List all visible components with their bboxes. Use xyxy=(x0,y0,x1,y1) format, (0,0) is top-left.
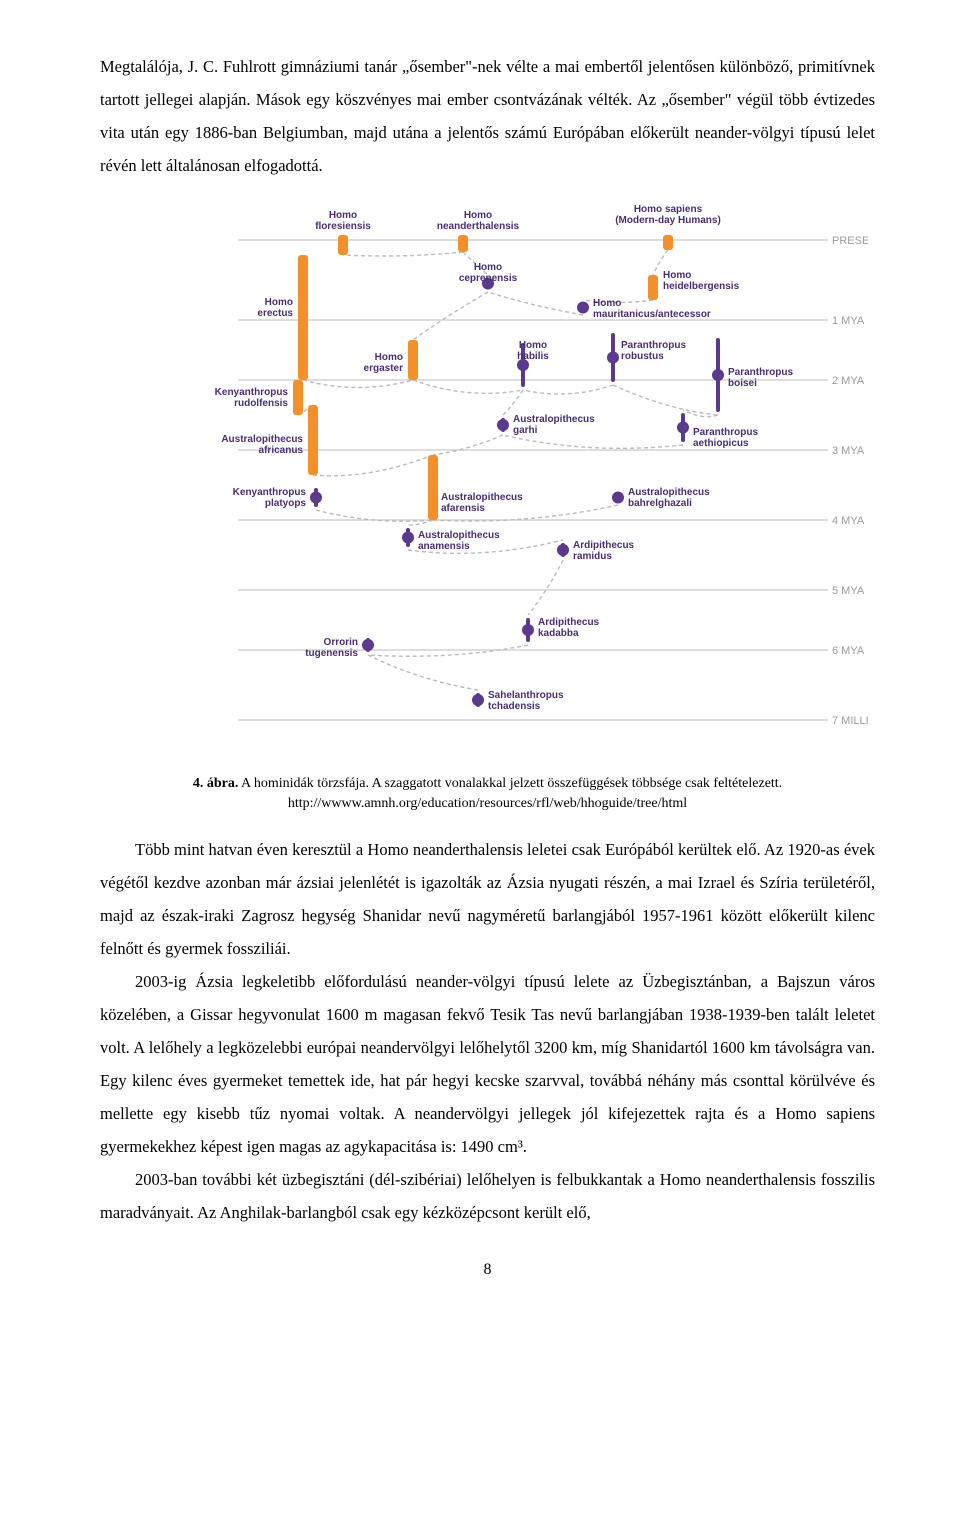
svg-text:Australopithecus: Australopithecus xyxy=(418,530,500,541)
page-number: 8 xyxy=(100,1261,875,1279)
svg-text:3 MYA: 3 MYA xyxy=(832,445,865,457)
phylogeny-chart: PRESENT 1 MYA 2 MYA 3 MYA 4 MYA 5 MYA 6 MYA 7 M… xyxy=(108,200,868,760)
figure-4-caption: 4. ábra. A hominidák törzsfája. A szagga… xyxy=(148,774,828,815)
svg-text:Paranthropus: Paranthropus xyxy=(621,340,686,351)
svg-text:(Modern-day Humans): (Modern-day Humans) xyxy=(615,215,721,226)
svg-text:africanus: africanus xyxy=(258,445,303,456)
svg-text:kadabba: kadabba xyxy=(538,628,579,639)
svg-text:Paranthropus: Paranthropus xyxy=(728,367,793,378)
svg-text:ergaster: ergaster xyxy=(363,363,403,374)
paragraph-2c: 2003-ban további két üzbegisztáni (dél-s… xyxy=(100,1163,875,1229)
svg-text:ramidus: ramidus xyxy=(573,551,612,562)
svg-text:Australopithecus: Australopithecus xyxy=(441,492,523,503)
svg-text:Homo: Homo xyxy=(593,298,621,309)
svg-text:Ardipithecus: Ardipithecus xyxy=(538,617,600,628)
svg-text:boisei: boisei xyxy=(728,378,757,389)
svg-text:Homo: Homo xyxy=(473,262,501,273)
svg-text:neanderthalensis: neanderthalensis xyxy=(436,221,519,232)
svg-text:floresiensis: floresiensis xyxy=(315,221,371,232)
svg-text:2 MYA: 2 MYA xyxy=(832,375,865,387)
svg-text:rudolfensis: rudolfensis xyxy=(234,398,288,409)
svg-text:heidelbergensis: heidelbergensis xyxy=(663,281,740,292)
svg-text:4 MYA: 4 MYA xyxy=(832,515,865,527)
svg-text:PRESENT: PRESENT xyxy=(832,235,868,247)
svg-text:Ardipithecus: Ardipithecus xyxy=(573,540,635,551)
caption-bold: 4. ábra. xyxy=(193,776,239,791)
svg-text:habilis: habilis xyxy=(517,351,549,362)
svg-text:aethiopicus: aethiopicus xyxy=(693,438,749,449)
svg-text:1 MYA: 1 MYA xyxy=(832,315,865,327)
paragraph-1: Megtalálója, J. C. Fuhlrott gimnáziumi t… xyxy=(100,50,875,182)
svg-text:tugenensis: tugenensis xyxy=(305,648,358,659)
svg-text:mauritanicus/antecessor: mauritanicus/antecessor xyxy=(593,309,711,320)
svg-text:Homo: Homo xyxy=(328,210,356,221)
svg-text:Australopithecus: Australopithecus xyxy=(221,434,303,445)
svg-text:robustus: robustus xyxy=(621,351,664,362)
caption-text: A hominidák törzsfája. A szaggatott vona… xyxy=(238,776,782,811)
paragraph-2b: 2003-ig Ázsia legkeletibb előfordulású n… xyxy=(100,965,875,1163)
svg-text:Australopithecus: Australopithecus xyxy=(513,414,595,425)
svg-text:Homo: Homo xyxy=(264,297,292,308)
svg-text:Australopithecus: Australopithecus xyxy=(628,487,710,498)
svg-text:garhi: garhi xyxy=(513,425,538,436)
svg-text:Orrorin: Orrorin xyxy=(323,637,357,648)
svg-text:Sahelanthropus: Sahelanthropus xyxy=(488,690,564,701)
svg-text:Homo: Homo xyxy=(663,270,691,281)
svg-text:bahrelghazali: bahrelghazali xyxy=(628,498,692,509)
svg-text:Homo: Homo xyxy=(374,352,402,363)
svg-text:Homo sapiens: Homo sapiens xyxy=(633,204,702,215)
svg-text:tchadensis: tchadensis xyxy=(488,701,541,712)
svg-text:Kenyanthropus: Kenyanthropus xyxy=(232,487,306,498)
svg-text:5 MYA: 5 MYA xyxy=(832,585,865,597)
svg-text:Paranthropus: Paranthropus xyxy=(693,427,758,438)
svg-text:afarensis: afarensis xyxy=(441,503,485,514)
svg-text:ceprenensis: ceprenensis xyxy=(458,273,517,284)
svg-text:7 MILLION YEARS AGO (MYA): 7 MILLION YEARS AGO (MYA) xyxy=(832,715,868,727)
svg-text:Kenyanthropus: Kenyanthropus xyxy=(214,387,288,398)
svg-text:Homo: Homo xyxy=(518,340,546,351)
figure-4: PRESENT 1 MYA 2 MYA 3 MYA 4 MYA 5 MYA 6 MYA 7 M… xyxy=(108,200,868,760)
svg-text:anamensis: anamensis xyxy=(418,541,470,552)
paragraph-2a: Több mint hatvan éven keresztül a Homo n… xyxy=(100,833,875,965)
svg-text:platyops: platyops xyxy=(264,498,306,509)
svg-text:Homo: Homo xyxy=(463,210,491,221)
svg-text:erectus: erectus xyxy=(257,308,293,319)
svg-text:6 MYA: 6 MYA xyxy=(832,645,865,657)
